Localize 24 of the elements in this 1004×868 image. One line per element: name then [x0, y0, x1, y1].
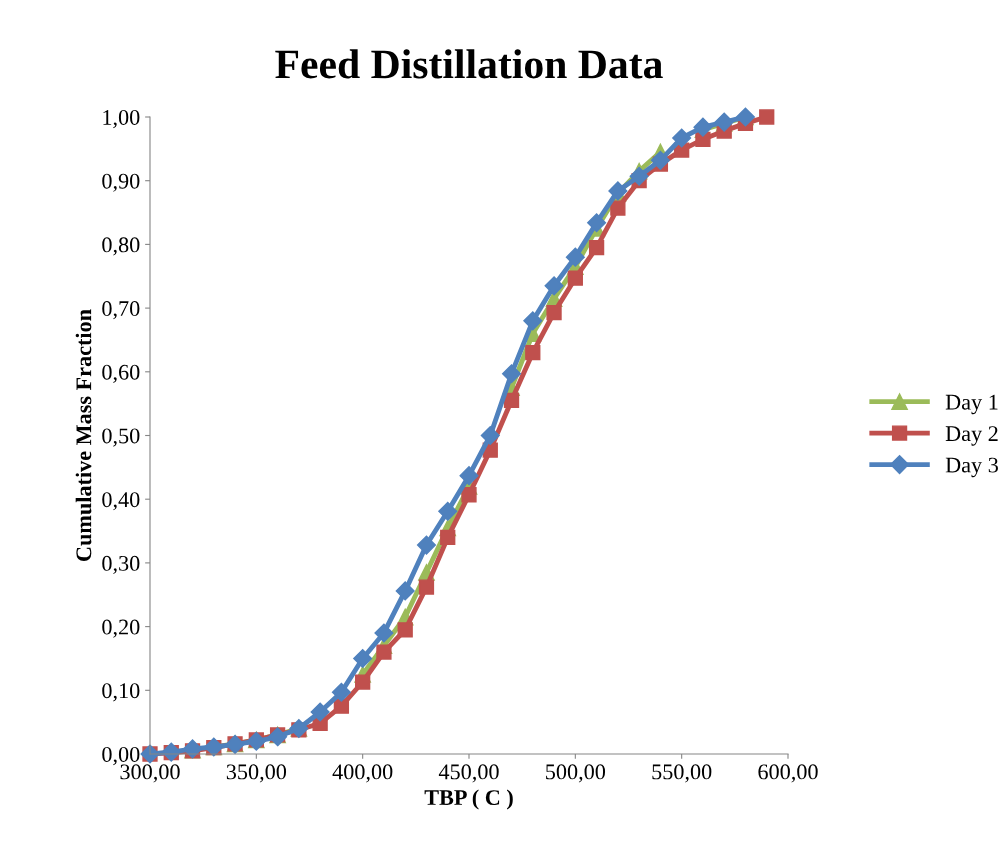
x-tick-label: 450,00 [438, 764, 499, 783]
x-tick-label: 500,00 [546, 764, 606, 783]
x-tick-label: 400,00 [332, 764, 393, 783]
y-axis-title: Cumulative Mass Fraction [75, 309, 92, 561]
x-tick-label: 350,00 [226, 764, 287, 783]
y-tick-label: 0,70 [102, 301, 140, 320]
x-tick-label: 300,00 [120, 764, 180, 783]
y-tick-label: 0,80 [102, 237, 140, 256]
legend-label: Day 3 [945, 457, 998, 478]
y-tick-label: 0,60 [102, 364, 140, 383]
x-axis-title: TBP ( C ) [424, 789, 513, 810]
x-tick-label: 550,00 [652, 764, 712, 783]
legend-label: Day 2 [945, 426, 998, 446]
y-tick-label: 0,20 [102, 619, 140, 638]
y-tick-label: 0,10 [102, 683, 140, 702]
y-tick-label: 0,40 [102, 492, 140, 511]
y-tick-label: 0,90 [102, 173, 140, 192]
y-tick-label: 0,30 [102, 555, 140, 575]
y-tick-label: 1,00 [103, 109, 140, 129]
y-tick-label: 0,00 [102, 746, 140, 766]
y-tick-label: 0,50 [102, 428, 140, 447]
x-tick-label: 600,00 [758, 764, 818, 783]
legend-label: Day 1 [945, 394, 998, 415]
chart-title: Feed Distillation Data [275, 49, 663, 79]
